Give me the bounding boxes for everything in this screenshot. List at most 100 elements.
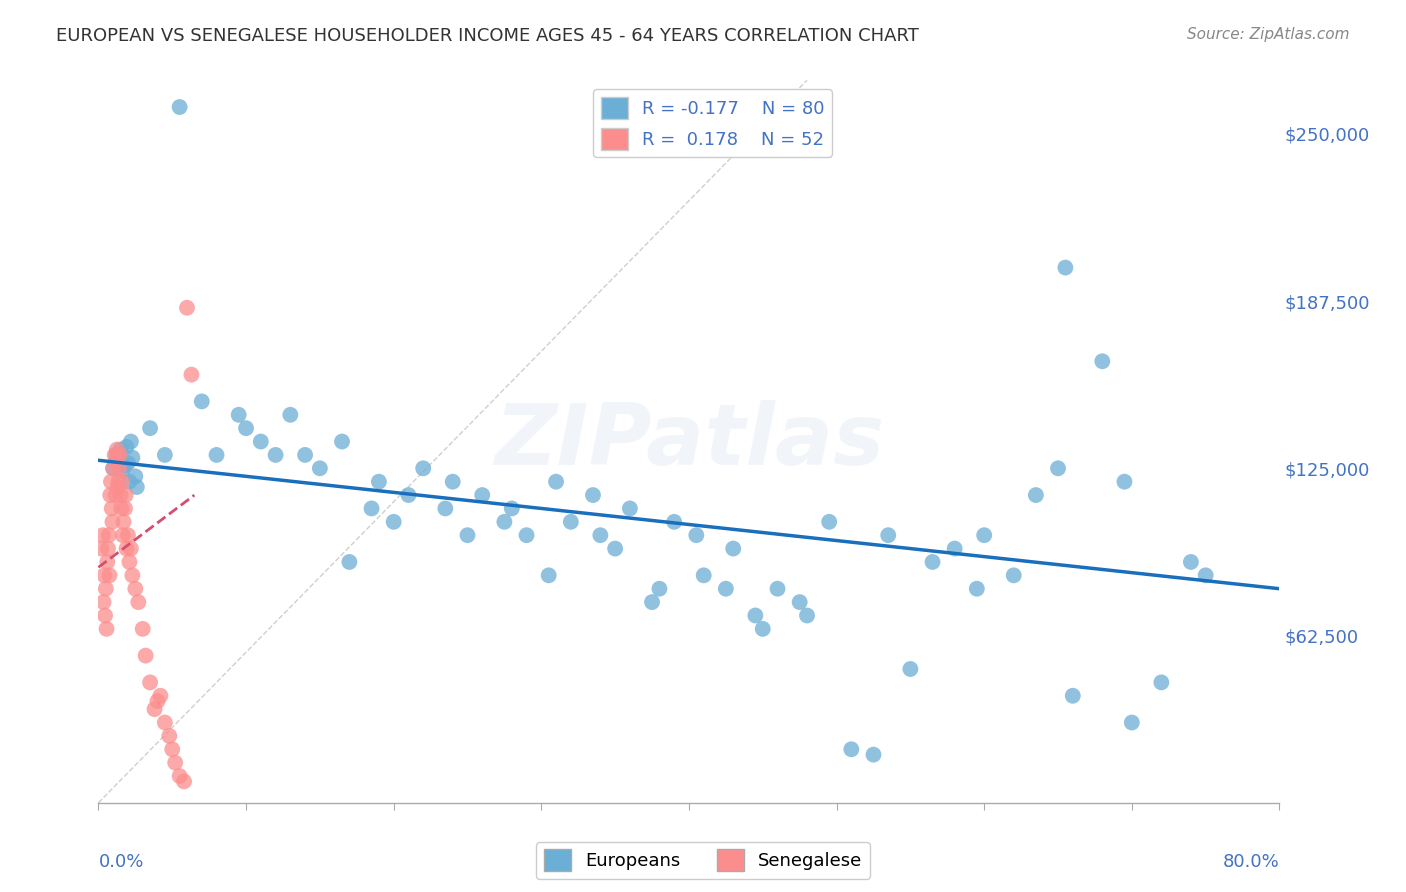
Text: 0.0%: 0.0% [98,854,143,871]
Point [114,458,136,473]
Point [966,582,988,596]
Point [294,448,316,462]
Text: Source: ZipAtlas.com: Source: ZipAtlas.com [1187,27,1350,42]
Point [560,515,582,529]
Point [176,301,198,315]
Point [117,528,139,542]
Point [94,608,117,623]
Point [1025,488,1047,502]
Point [146,694,169,708]
Point [90,541,112,556]
Point [796,608,818,623]
Point [120,541,142,556]
Point [641,595,664,609]
Point [537,568,560,582]
Point [124,469,146,483]
Point [110,488,132,502]
Point [471,488,494,502]
Point [360,501,382,516]
Point [398,488,420,502]
Point [516,528,538,542]
Point [264,448,287,462]
Point [125,480,148,494]
Point [111,528,134,542]
Point [105,453,128,467]
Point [93,568,115,582]
Point [108,448,131,462]
Point [104,448,127,462]
Point [191,394,214,409]
Point [693,568,716,582]
Point [862,747,884,762]
Text: ZIPatlas: ZIPatlas [494,400,884,483]
Point [752,622,775,636]
Point [457,528,479,542]
Point [973,528,995,542]
Point [91,528,114,542]
Point [104,488,127,502]
Point [97,541,120,556]
Point [149,689,172,703]
Text: 80.0%: 80.0% [1223,854,1279,871]
Point [111,464,134,478]
Point [766,582,789,596]
Point [818,515,841,529]
Point [114,488,136,502]
Point [412,461,434,475]
Point [330,434,353,449]
Point [169,769,191,783]
Point [368,475,391,489]
Point [96,555,118,569]
Point [157,729,180,743]
Point [921,555,943,569]
Point [103,461,125,475]
Point [121,450,143,465]
Point [1054,260,1077,275]
Point [96,622,118,636]
Point [165,756,187,770]
Point [139,421,162,435]
Point [169,100,191,114]
Point [110,442,132,457]
Point [180,368,202,382]
Point [98,568,121,582]
Point [235,421,257,435]
Point [112,515,135,529]
Point [714,582,737,596]
Point [103,461,125,475]
Point [135,648,157,663]
Point [124,582,146,596]
Point [127,595,149,609]
Point [900,662,922,676]
Point [153,448,176,462]
Point [309,461,332,475]
Point [94,582,117,596]
Point [121,568,143,582]
Legend: Europeans, Senegalese: Europeans, Senegalese [537,842,869,879]
Point [494,515,516,529]
Point [1114,475,1136,489]
Point [685,528,707,542]
Point [501,501,523,516]
Point [108,461,131,475]
Point [1195,568,1218,582]
Point [664,515,686,529]
Point [97,528,120,542]
Point [107,453,129,467]
Point [153,715,176,730]
Point [723,541,745,556]
Point [877,528,900,542]
Point [132,622,155,636]
Point [744,608,766,623]
Point [162,742,183,756]
Point [118,475,141,489]
Point [280,408,302,422]
Point [115,440,138,454]
Point [143,702,166,716]
Point [943,541,966,556]
Point [228,408,250,422]
Point [101,515,124,529]
Point [115,541,138,556]
Text: EUROPEAN VS SENEGALESE HOUSEHOLDER INCOME AGES 45 - 64 YEARS CORRELATION CHART: EUROPEAN VS SENEGALESE HOUSEHOLDER INCOM… [56,27,920,45]
Point [1091,354,1114,368]
